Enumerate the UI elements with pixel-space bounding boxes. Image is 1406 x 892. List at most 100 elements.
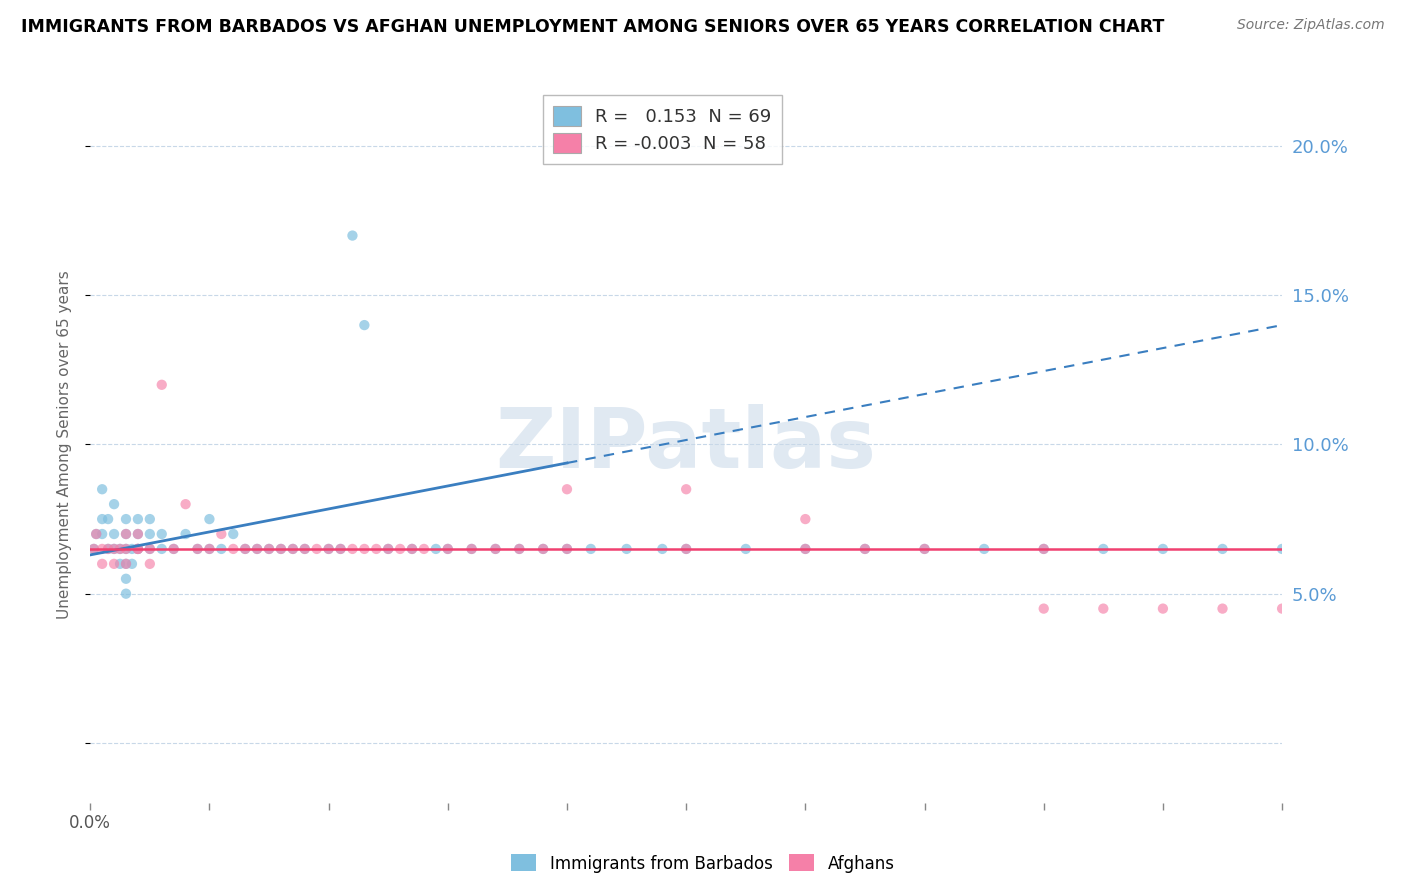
Point [97, 541, 120, 556]
Point [401, 541, 423, 556]
Point [1271, 541, 1294, 556]
Point [198, 541, 221, 556]
Point [484, 541, 506, 556]
Y-axis label: Unemployment Among Seniors over 65 years: Unemployment Among Seniors over 65 years [58, 270, 72, 619]
Point [108, 557, 131, 571]
Point [174, 527, 197, 541]
Point [97, 512, 120, 526]
Point [115, 541, 138, 556]
Point [675, 541, 697, 556]
Point [257, 541, 280, 556]
Point [318, 541, 340, 556]
Legend: Immigrants from Barbados, Afghans: Immigrants from Barbados, Afghans [505, 847, 901, 880]
Point [121, 541, 143, 556]
Point [508, 541, 530, 556]
Point [139, 541, 162, 556]
Point [108, 541, 131, 556]
Point [794, 541, 817, 556]
Point [91, 512, 114, 526]
Point [366, 541, 388, 556]
Point [1152, 601, 1174, 615]
Point [675, 541, 697, 556]
Point [555, 541, 578, 556]
Point [115, 587, 138, 601]
Point [616, 541, 638, 556]
Point [84, 527, 107, 541]
Point [198, 541, 221, 556]
Point [209, 541, 232, 556]
Point [121, 557, 143, 571]
Point [163, 541, 186, 556]
Point [209, 527, 232, 541]
Point [150, 377, 173, 392]
Point [353, 541, 375, 556]
Point [91, 557, 114, 571]
Point [115, 512, 138, 526]
Text: IMMIGRANTS FROM BARBADOS VS AFGHAN UNEMPLOYMENT AMONG SENIORS OVER 65 YEARS CORR: IMMIGRANTS FROM BARBADOS VS AFGHAN UNEMP… [21, 18, 1164, 36]
Point [734, 541, 756, 556]
Point [127, 541, 149, 556]
Point [353, 318, 375, 332]
Point [1032, 541, 1054, 556]
Point [139, 527, 162, 541]
Point [425, 541, 447, 556]
Point [246, 541, 269, 556]
Point [233, 541, 256, 556]
Point [103, 541, 125, 556]
Point [186, 541, 208, 556]
Point [233, 541, 256, 556]
Point [377, 541, 399, 556]
Legend: R =   0.153  N = 69, R = -0.003  N = 58: R = 0.153 N = 69, R = -0.003 N = 58 [543, 95, 782, 164]
Point [127, 512, 149, 526]
Point [139, 541, 162, 556]
Point [675, 482, 697, 496]
Point [139, 512, 162, 526]
Point [342, 228, 364, 243]
Point [127, 527, 149, 541]
Point [436, 541, 458, 556]
Point [555, 482, 578, 496]
Point [91, 541, 114, 556]
Point [294, 541, 316, 556]
Point [108, 541, 131, 556]
Point [281, 541, 304, 556]
Point [115, 572, 138, 586]
Point [329, 541, 352, 556]
Point [389, 541, 412, 556]
Point [163, 541, 186, 556]
Text: Source: ZipAtlas.com: Source: ZipAtlas.com [1237, 18, 1385, 32]
Point [1092, 601, 1115, 615]
Point [115, 541, 138, 556]
Point [91, 527, 114, 541]
Point [115, 527, 138, 541]
Point [651, 541, 673, 556]
Point [531, 541, 554, 556]
Point [270, 541, 292, 556]
Point [270, 541, 292, 556]
Point [127, 541, 149, 556]
Point [318, 541, 340, 556]
Point [257, 541, 280, 556]
Point [115, 527, 138, 541]
Point [401, 541, 423, 556]
Point [281, 541, 304, 556]
Point [1092, 541, 1115, 556]
Point [127, 541, 149, 556]
Point [794, 541, 817, 556]
Point [103, 541, 125, 556]
Point [174, 497, 197, 511]
Point [508, 541, 530, 556]
Point [222, 527, 245, 541]
Point [246, 541, 269, 556]
Point [794, 512, 817, 526]
Point [853, 541, 876, 556]
Point [579, 541, 602, 556]
Point [103, 557, 125, 571]
Point [91, 482, 114, 496]
Point [413, 541, 436, 556]
Point [1032, 541, 1054, 556]
Point [1032, 601, 1054, 615]
Point [222, 541, 245, 556]
Point [1211, 541, 1233, 556]
Point [342, 541, 364, 556]
